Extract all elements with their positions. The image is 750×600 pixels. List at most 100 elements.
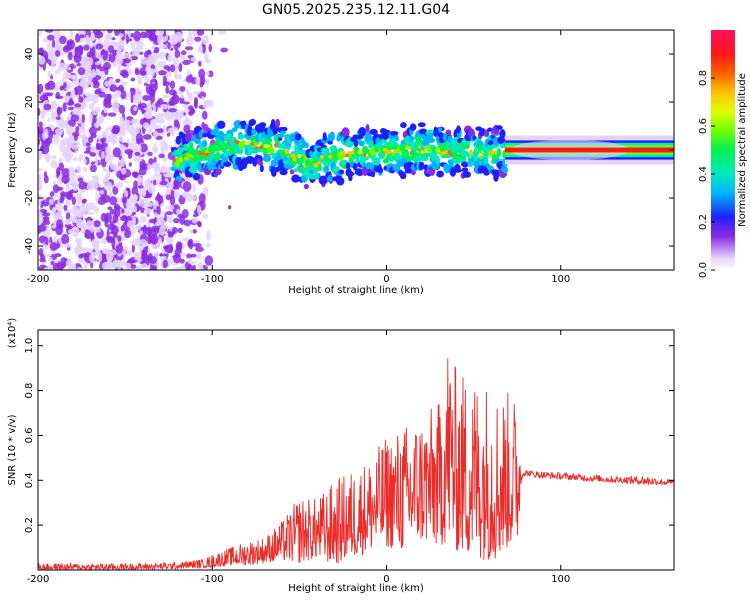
heatmap-cell bbox=[119, 116, 125, 128]
heatmap-cell bbox=[130, 225, 136, 236]
heatmap-cell bbox=[176, 208, 181, 215]
y-tick-label: 40 bbox=[24, 48, 35, 61]
heatmap-cell bbox=[142, 186, 147, 198]
heatmap-cell bbox=[38, 178, 43, 187]
heatmap-cell bbox=[78, 181, 88, 190]
heatmap-cell bbox=[172, 55, 179, 67]
heatmap-cell bbox=[90, 133, 97, 139]
heatmap-cell bbox=[72, 262, 77, 270]
heatmap-cell bbox=[169, 195, 176, 206]
heatmap-cell bbox=[66, 143, 73, 149]
heatmap-cell bbox=[114, 181, 124, 189]
heatmap-cell bbox=[107, 112, 117, 117]
heatmap-cell bbox=[64, 243, 72, 248]
x-tick-label: 100 bbox=[551, 574, 570, 585]
heatmap-cell bbox=[59, 85, 64, 91]
heatmap-cell bbox=[204, 255, 214, 266]
heatmap-cell bbox=[108, 249, 118, 256]
heatmap-cell bbox=[130, 77, 136, 82]
heatmap-cell bbox=[193, 239, 201, 244]
heatmap-cell bbox=[353, 138, 359, 148]
snr-x-axis-label: Height of straight line (km) bbox=[288, 583, 424, 594]
heatmap-cell bbox=[118, 104, 126, 114]
heatmap-cell bbox=[454, 164, 461, 172]
heatmap-cell bbox=[44, 137, 53, 145]
heatmap-cell bbox=[377, 167, 384, 174]
heatmap-cell bbox=[73, 133, 78, 141]
heatmap-cell bbox=[112, 124, 121, 134]
heatmap-cell bbox=[120, 225, 125, 232]
heatmap-cell bbox=[502, 166, 508, 174]
heatmap-cell bbox=[72, 181, 79, 191]
heatmap-cell bbox=[88, 126, 98, 136]
heatmap-cell bbox=[185, 75, 194, 83]
spectrogram-heatmap bbox=[38, 30, 674, 270]
heatmap-cell bbox=[183, 219, 192, 227]
heatmap-cell bbox=[74, 33, 81, 43]
heatmap-cell bbox=[184, 132, 193, 142]
heatmap-cell bbox=[43, 266, 52, 270]
snr-panel: -200 -100 0 100 0.2 0.4 0.6 0.8 1.0 Height of s… bbox=[7, 318, 675, 594]
heatmap-cell bbox=[69, 30, 73, 41]
heatmap-cell bbox=[154, 46, 160, 52]
heatmap-cell bbox=[186, 192, 193, 202]
x-tick-label: 100 bbox=[551, 274, 570, 285]
colorbar-label: Normalized spectral amplitude bbox=[737, 73, 748, 227]
heatmap-cell bbox=[82, 133, 87, 141]
heatmap-cell bbox=[53, 30, 61, 38]
heatmap-cell bbox=[83, 166, 88, 173]
heatmap-cell bbox=[196, 30, 205, 36]
heatmap-cell bbox=[280, 126, 288, 132]
heatmap-cell bbox=[420, 150, 426, 155]
heatmap-cell bbox=[104, 127, 109, 135]
heatmap-cell bbox=[165, 85, 170, 94]
heatmap-cell bbox=[115, 244, 124, 254]
heatmap-cell bbox=[54, 253, 62, 258]
heatmap-cell bbox=[78, 154, 84, 163]
heatmap-cell bbox=[135, 264, 143, 270]
spectrogram-y-ticks: -40 -20 0 20 40 bbox=[24, 48, 674, 254]
heatmap-cell bbox=[461, 167, 469, 173]
heatmap-cell bbox=[169, 64, 176, 73]
heatmap-cell bbox=[82, 198, 87, 203]
heatmap-cell bbox=[124, 148, 134, 155]
heatmap-cell bbox=[483, 155, 489, 165]
heatmap-cell bbox=[87, 73, 93, 83]
heatmap-cell bbox=[38, 235, 46, 244]
heatmap-cell bbox=[289, 169, 295, 175]
heatmap-cell bbox=[134, 45, 140, 56]
heatmap-cell bbox=[150, 225, 160, 232]
heatmap-cell bbox=[101, 71, 106, 81]
heatmap-cell bbox=[74, 109, 79, 116]
heatmap-cell bbox=[284, 149, 290, 154]
heatmap-cell bbox=[399, 171, 407, 180]
heatmap-cell bbox=[60, 193, 65, 201]
heatmap-cell bbox=[314, 172, 319, 179]
heatmap-cell bbox=[154, 80, 158, 91]
heatmap-cell bbox=[218, 30, 227, 35]
heatmap-cell bbox=[157, 128, 164, 133]
snr-y-axis-label: SNR (10 * v/v) bbox=[7, 414, 18, 485]
heatmap-cell bbox=[105, 145, 112, 156]
heatmap-cell bbox=[103, 97, 112, 108]
heatmap-cell bbox=[145, 115, 153, 119]
heatmap-cell bbox=[134, 69, 140, 76]
heatmap-cell bbox=[147, 151, 153, 157]
heatmap-cell bbox=[93, 229, 98, 234]
heatmap-cell bbox=[144, 201, 154, 207]
heatmap-cell bbox=[38, 224, 47, 232]
heatmap-cell bbox=[130, 93, 134, 104]
colorbar-tick-label: 0.6 bbox=[698, 118, 709, 134]
spectrogram-y-axis-label: Frequency (Hz) bbox=[7, 112, 18, 188]
heatmap-cell bbox=[165, 194, 171, 201]
heatmap-cell bbox=[139, 143, 148, 153]
heatmap-cell bbox=[142, 94, 151, 101]
heatmap-cell bbox=[187, 239, 193, 249]
heatmap-cell bbox=[169, 80, 176, 90]
heatmap-cell bbox=[41, 212, 51, 217]
snr-y-ticks: 0.2 0.4 0.6 0.8 1.0 bbox=[24, 338, 674, 533]
heatmap-cell bbox=[365, 131, 372, 141]
heatmap-cell bbox=[52, 184, 60, 194]
heatmap-cell bbox=[38, 138, 41, 146]
heatmap-cell bbox=[496, 147, 502, 158]
